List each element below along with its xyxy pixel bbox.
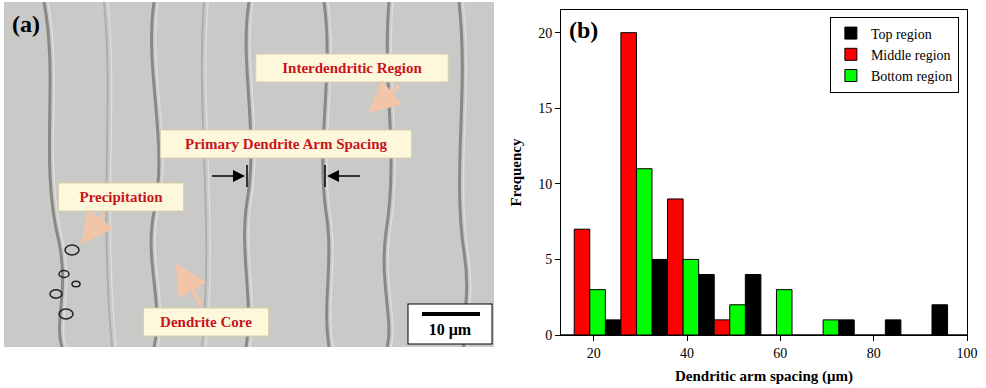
svg-text:40: 40 [680, 346, 694, 361]
svg-text:Middle region: Middle region [871, 48, 951, 63]
svg-text:Interdendritic Region: Interdendritic Region [282, 60, 422, 76]
svg-text:20: 20 [538, 26, 552, 41]
svg-text:(a): (a) [12, 11, 40, 37]
svg-text:5: 5 [545, 252, 552, 267]
svg-text:10: 10 [538, 177, 552, 192]
svg-text:0: 0 [545, 328, 552, 343]
svg-text:(b): (b) [569, 17, 598, 43]
svg-text:15: 15 [538, 101, 552, 116]
svg-text:Precipitation: Precipitation [79, 189, 163, 205]
svg-text:20: 20 [587, 346, 601, 361]
svg-text:10 μm: 10 μm [429, 321, 472, 339]
svg-text:Top region: Top region [871, 27, 932, 42]
svg-text:Bottom region: Bottom region [871, 69, 952, 84]
svg-text:60: 60 [773, 346, 787, 361]
svg-text:Primary Dendrite Arm Spacing: Primary Dendrite Arm Spacing [185, 136, 388, 152]
svg-text:Dendrite Core: Dendrite Core [160, 314, 252, 330]
svg-text:Dendritic arm spacing (μm): Dendritic arm spacing (μm) [675, 368, 853, 385]
svg-text:80: 80 [867, 346, 881, 361]
svg-text:Frequency: Frequency [508, 138, 524, 207]
svg-text:100: 100 [957, 346, 978, 361]
